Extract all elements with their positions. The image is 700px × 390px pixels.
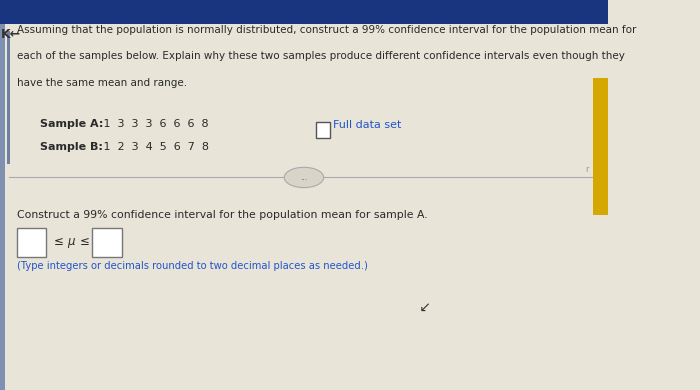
Ellipse shape xyxy=(284,167,323,188)
Bar xyxy=(316,122,330,138)
Text: 1  2  3  4  5  6  7  8: 1 2 3 4 5 6 7 8 xyxy=(100,142,209,152)
Text: Sample B:: Sample B: xyxy=(39,142,102,152)
Text: Sample A:: Sample A: xyxy=(39,119,103,129)
Bar xyxy=(7,31,10,164)
Text: (Type integers or decimals rounded to two decimal places as needed.): (Type integers or decimals rounded to tw… xyxy=(17,261,368,271)
Bar xyxy=(593,78,608,214)
Bar xyxy=(0,24,5,390)
Text: K←: K← xyxy=(1,28,21,41)
Text: 1  3  3  3  6  6  6  8: 1 3 3 3 6 6 6 8 xyxy=(100,119,209,129)
Text: ...: ... xyxy=(300,173,307,182)
Text: Assuming that the population is normally distributed, construct a 99% confidence: Assuming that the population is normally… xyxy=(17,25,636,35)
Text: $\leq\,\mu\,\leq$: $\leq\,\mu\,\leq$ xyxy=(51,236,90,250)
Text: have the same mean and range.: have the same mean and range. xyxy=(17,78,187,88)
Bar xyxy=(92,228,122,257)
Bar xyxy=(17,228,46,257)
Text: Full data set: Full data set xyxy=(333,120,402,130)
Text: r: r xyxy=(585,165,589,174)
Text: each of the samples below. Explain why these two samples produce different confi: each of the samples below. Explain why t… xyxy=(17,51,625,62)
Bar xyxy=(0,0,608,24)
Text: Construct a 99% confidence interval for the population mean for sample A.: Construct a 99% confidence interval for … xyxy=(17,210,428,220)
Text: ↗: ↗ xyxy=(416,299,428,313)
